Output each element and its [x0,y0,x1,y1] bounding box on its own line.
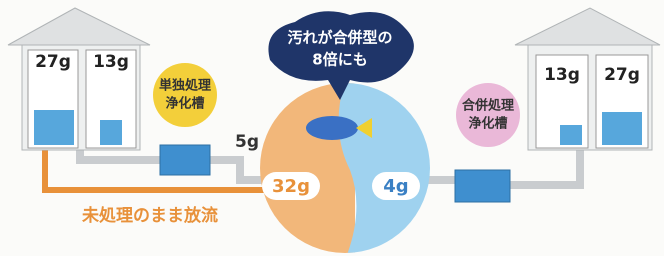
amount: 27g [35,52,71,72]
amount: 27g [604,65,640,85]
untreated-label: 未処理のまま放流 [81,205,218,226]
amount: 5g [235,132,259,152]
tank-label: 合併処理 [462,98,514,114]
bathtub [602,112,642,145]
toilet [100,120,122,145]
tank-label: 浄化槽 [165,96,204,112]
tank-label: 浄化槽 [468,116,507,132]
tank [455,170,510,202]
amount: 4g [383,176,408,197]
bathtub [34,110,74,145]
toilet [560,125,582,145]
tank-label: 単独処理 [159,78,211,94]
cloud-text: 汚れが合併型の [287,29,392,47]
amount: 13g [93,52,129,72]
amount: 32g [272,176,310,197]
diagram: 27g 13g 単独処理 浄化槽 5g 32g 4g 汚れが合併型の 8倍にも … [0,0,664,256]
fish [306,116,358,140]
amount: 13g [544,65,580,85]
tank-badge [153,63,217,127]
tank [160,145,210,175]
cloud-text: 8倍にも [312,51,367,69]
tank-badge [456,83,520,147]
